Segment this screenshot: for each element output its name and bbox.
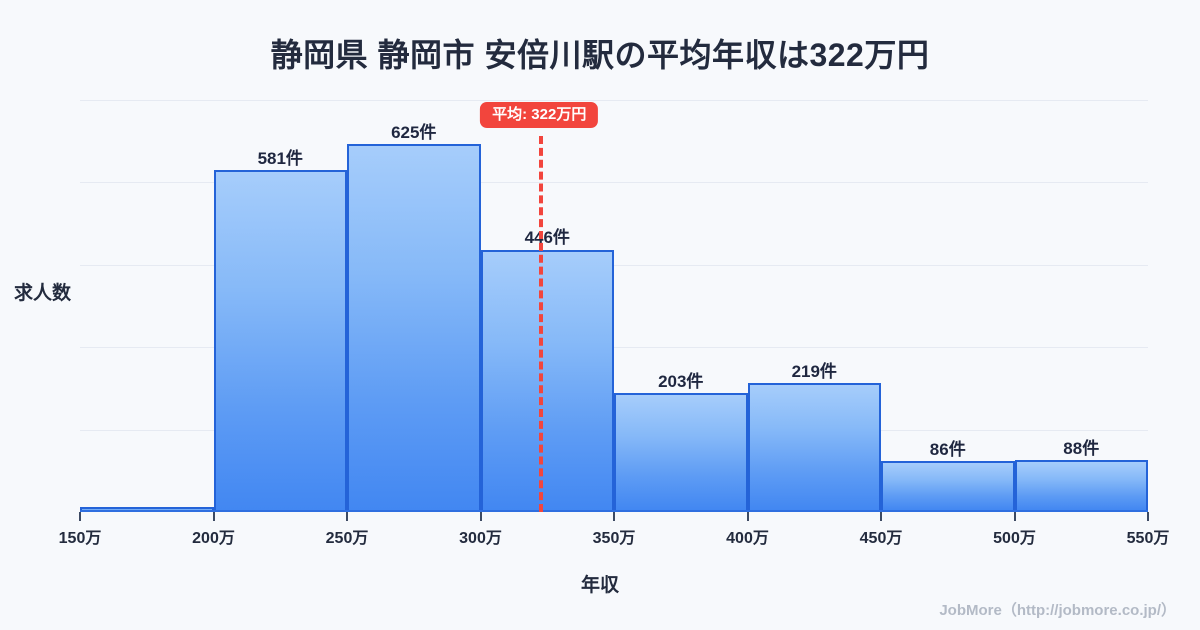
gridline xyxy=(80,347,1148,349)
average-line xyxy=(539,136,544,512)
bar[interactable] xyxy=(1014,460,1148,512)
x-axis-title: 年収 xyxy=(580,575,619,596)
bar[interactable] xyxy=(213,170,347,512)
bar[interactable] xyxy=(747,383,881,512)
x-tick-label: 300万 xyxy=(459,530,502,547)
bar-value-label: 625件 xyxy=(391,123,437,143)
bar[interactable] xyxy=(614,392,748,512)
x-tick-mark xyxy=(1147,512,1149,521)
x-tick-mark xyxy=(79,512,81,521)
x-tick-label: 150万 xyxy=(58,530,102,547)
bar[interactable] xyxy=(480,249,614,512)
x-tick-label: 250万 xyxy=(325,530,369,547)
x-tick-label: 450万 xyxy=(859,530,903,547)
bar-value-label: 88件 xyxy=(1063,439,1100,459)
x-tick-mark xyxy=(346,512,348,521)
x-tick-mark xyxy=(880,512,882,521)
x-axis-baseline xyxy=(80,510,1148,512)
bar-value-label: 203件 xyxy=(658,371,704,391)
x-tick-mark xyxy=(479,512,482,521)
x-tick-label: 550万 xyxy=(1126,530,1170,547)
average-badge: 平均: 322万円 xyxy=(480,102,599,128)
bar[interactable] xyxy=(347,144,481,512)
x-tick-label: 350万 xyxy=(592,530,636,547)
x-tick-label: 400万 xyxy=(726,530,769,547)
gridline xyxy=(80,100,1148,101)
x-tick-label: 500万 xyxy=(993,530,1036,547)
bar-value-label: 581件 xyxy=(257,149,303,169)
chart-title: 静岡県 静岡市 安倍川駅の平均年収は322万円 xyxy=(270,37,930,73)
bar-value-label: 446件 xyxy=(524,228,570,248)
footer-credit: JobMore（http://jobmore.co.jp/） xyxy=(939,602,1176,619)
x-tick-label: 200万 xyxy=(192,530,235,547)
x-tick-mark xyxy=(746,512,749,521)
x-tick-mark xyxy=(1013,512,1016,521)
bar-value-label: 86件 xyxy=(929,440,966,460)
bar-value-label: 219件 xyxy=(791,362,837,382)
x-tick-mark xyxy=(212,512,215,521)
bar[interactable] xyxy=(881,461,1015,512)
gridline xyxy=(80,264,1148,266)
plot-area: 581件 625件 446件 203件 219件 86件 88件 平均: 322万円 150万 2… xyxy=(59,100,1169,547)
x-tick-mark xyxy=(613,512,615,521)
gridline xyxy=(80,182,1148,184)
y-axis-title: 求人数 xyxy=(14,283,72,304)
